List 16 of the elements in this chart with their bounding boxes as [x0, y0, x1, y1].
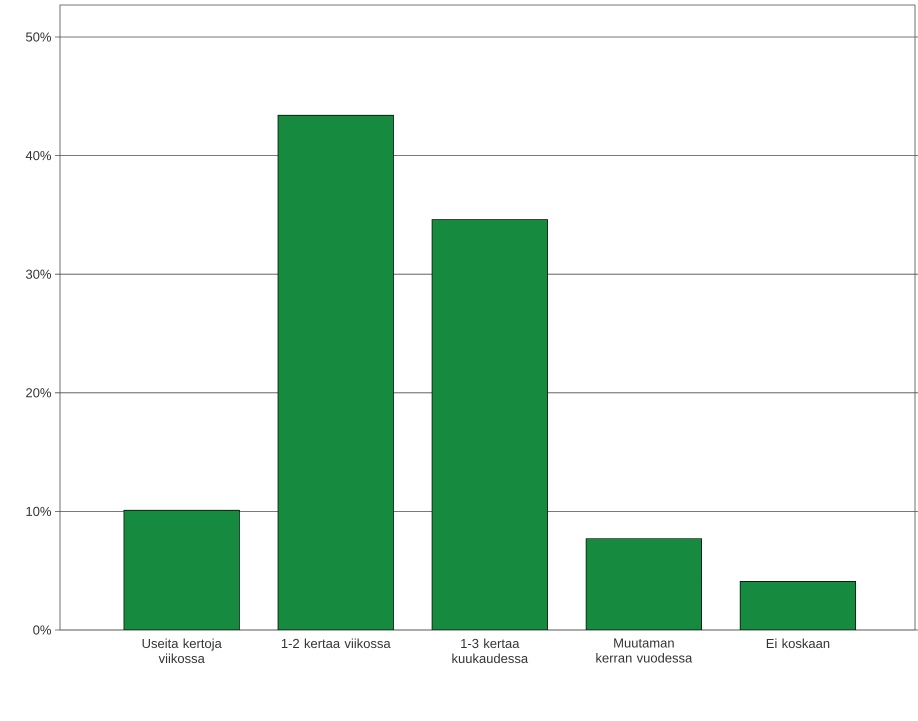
y-tick-label: 50%: [26, 32, 52, 42]
x-tick-label: Ei koskaan: [766, 638, 830, 648]
x-tick-label: 1-2 kertaa viikossa: [282, 638, 391, 648]
bar: [124, 510, 240, 630]
bar: [740, 581, 856, 630]
y-tick-label: 10%: [26, 506, 52, 516]
y-tick-label: 30%: [26, 270, 52, 279]
bar: [586, 538, 702, 630]
bar: [278, 114, 394, 630]
y-tick-label: 0%: [33, 625, 52, 635]
y-tick-label: 40%: [26, 151, 52, 160]
bar: [432, 220, 548, 630]
x-tick-label: Useita kertoja viikossa: [142, 638, 222, 664]
x-tick-label: Muutaman kerran vuodessa: [596, 638, 692, 663]
y-tick-label: 20%: [26, 388, 52, 398]
x-tick-label: 1-3 kertaa kuukaudessa: [452, 638, 528, 664]
